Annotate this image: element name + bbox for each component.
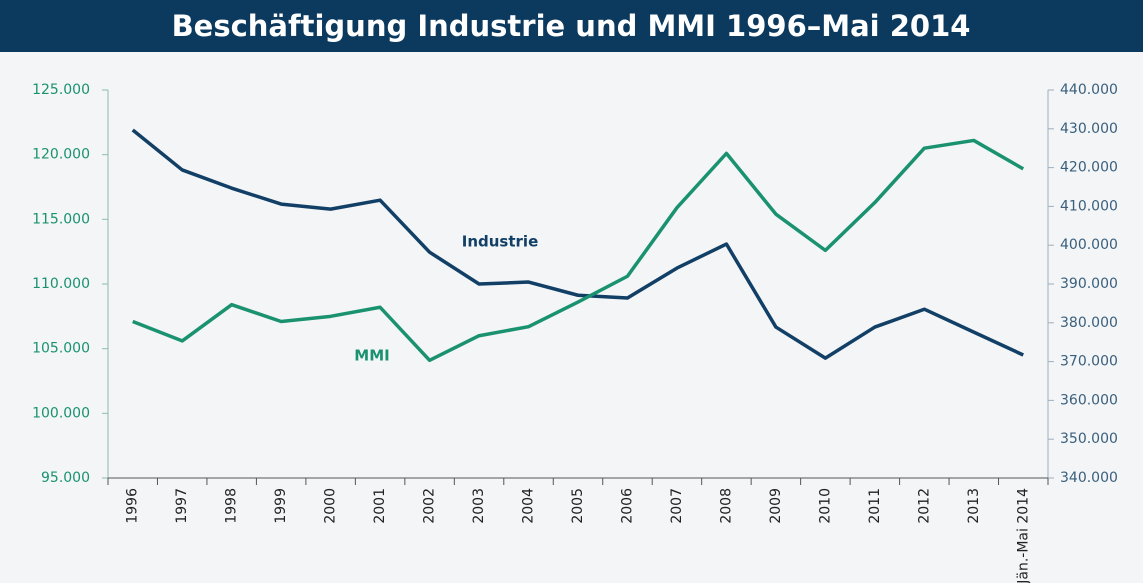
y2-tick-label: 350.000 [1060, 431, 1118, 447]
x-tick-label: 1998 [224, 488, 240, 524]
x-tick-label: 2002 [422, 488, 438, 524]
y2-tick-label: 430.000 [1060, 121, 1118, 137]
x-tick-label: 2000 [323, 488, 339, 524]
chart-title: Beschäftigung Industrie und MMI 1996–Mai… [172, 9, 971, 43]
y2-tick-label: 360.000 [1060, 392, 1118, 408]
x-tick-label: 2013 [966, 488, 982, 524]
y-tick-label: 120.000 [32, 147, 90, 163]
y2-tick-label: 400.000 [1060, 237, 1118, 253]
x-tick-label: 1996 [125, 488, 141, 524]
series-label: MMI [354, 347, 389, 365]
y2-tick-label: 420.000 [1060, 160, 1118, 176]
y-tick-label: 125.000 [32, 82, 90, 98]
y-tick-label: 115.000 [32, 211, 90, 227]
x-tick-label: 1999 [273, 488, 289, 524]
title-bar [0, 0, 1143, 52]
y-tick-label: 95.000 [41, 470, 90, 486]
x-tick-label: 2001 [372, 488, 388, 524]
x-tick-label: 2003 [471, 488, 487, 524]
y2-tick-label: 380.000 [1060, 315, 1118, 331]
y-tick-label: 110.000 [32, 276, 90, 292]
x-tick-label: 2009 [768, 488, 784, 524]
y-tick-label: 105.000 [32, 341, 90, 357]
series-label: Industrie [462, 233, 539, 251]
x-tick-label: 2012 [916, 488, 932, 524]
x-tick-label: 2011 [867, 488, 883, 524]
y2-tick-label: 370.000 [1060, 354, 1118, 370]
x-tick-label: 1997 [174, 488, 190, 524]
x-tick-label: Jän.-Mai 2014 [1015, 488, 1031, 583]
series-line [132, 138, 1025, 363]
y2-tick-label: 440.000 [1060, 82, 1118, 98]
x-tick-label: 2008 [718, 488, 734, 524]
x-tick-label: 2007 [669, 488, 685, 524]
x-tick-label: 2004 [521, 488, 537, 524]
y2-tick-label: 410.000 [1060, 198, 1118, 214]
series-line [131, 128, 1024, 360]
y2-tick-label: 390.000 [1060, 276, 1118, 292]
x-tick-label: 2006 [619, 488, 635, 524]
y2-tick-label: 340.000 [1060, 470, 1118, 486]
x-tick-label: 2005 [570, 488, 586, 524]
x-tick-label: 2010 [817, 488, 833, 524]
y-tick-label: 100.000 [32, 405, 90, 421]
